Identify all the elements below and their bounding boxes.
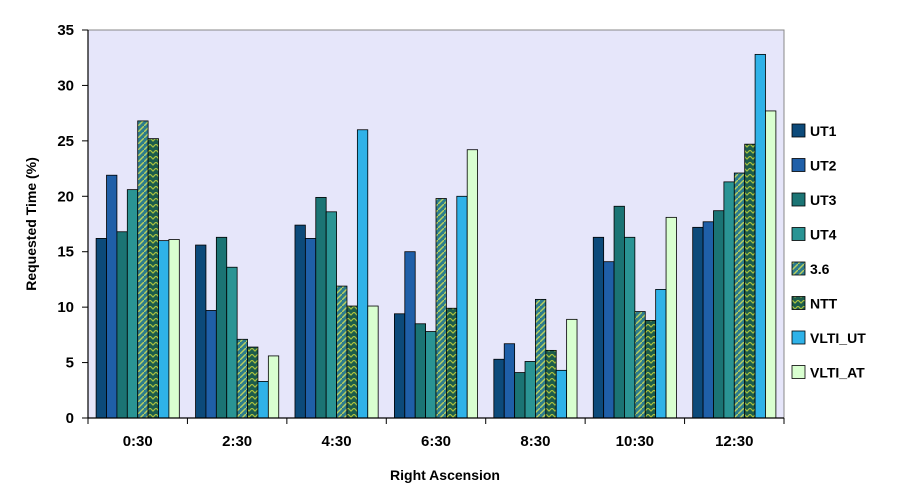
bar-ntt-5 (644, 320, 657, 419)
bar-ntt-3 (445, 307, 458, 419)
legend-label: UT4 (810, 227, 837, 243)
legend-label: 3.6 (810, 261, 830, 277)
bar-vlti-at-3 (466, 149, 479, 419)
legend-swatch (791, 192, 806, 207)
bar-ut3-4 (514, 372, 526, 419)
y-tick-label: 20 (57, 188, 74, 205)
bar-ut1-3 (393, 313, 406, 419)
legend-label: VLTI_UT (810, 330, 866, 346)
bar-ut2-5 (603, 261, 615, 419)
bar-ut2-3 (404, 251, 416, 419)
bar-ut4-0 (126, 189, 139, 419)
bar-vlti-ut-3 (456, 195, 468, 419)
bar-vlti-at-5 (665, 216, 677, 419)
bar-vlti-ut-1 (257, 381, 269, 419)
legend-swatch (791, 365, 806, 379)
bar-vlti-at-2 (367, 305, 379, 419)
bar-vlti-ut-5 (655, 289, 667, 419)
bar-3-6-2 (336, 285, 348, 419)
bar-ut3-5 (613, 205, 625, 419)
bar-ut1-2 (294, 224, 306, 419)
bar-series-group (95, 53, 777, 419)
x-tick-label: 10:30 (616, 433, 654, 450)
bar-ntt-4 (545, 349, 557, 419)
bar-ntt-1 (247, 346, 259, 419)
x-tick-label: 8:30 (520, 433, 550, 450)
legend-swatch (791, 261, 806, 276)
bar-ut4-5 (624, 236, 636, 419)
bar-ut3-0 (116, 231, 128, 419)
bar-vlti-at-1 (267, 355, 280, 419)
legend-swatch (791, 123, 806, 138)
bar-vlti-ut-6 (754, 53, 766, 419)
bar-ut2-4 (503, 343, 516, 419)
legend-label: UT1 (810, 123, 837, 139)
bar-3-6-5 (634, 311, 646, 419)
bar-ut2-0 (106, 174, 118, 419)
bar-3-6-6 (733, 172, 746, 419)
bar-vlti-ut-2 (356, 129, 369, 419)
x-axis: 0:30 2:30 4:30 6:30 8:30 10:30 12:30 (87, 417, 785, 450)
x-tick-label: 12:30 (715, 433, 753, 450)
x-tick-label: 4:30 (322, 433, 352, 450)
bar-ut2-6 (702, 221, 714, 419)
bar-ut2-2 (304, 238, 317, 419)
y-tick-label: 15 (57, 244, 74, 261)
bar-vlti-at-6 (765, 110, 777, 419)
x-tick-label: 6:30 (421, 433, 451, 450)
bar-3-6-4 (535, 298, 547, 419)
bar-vlti-ut-0 (158, 240, 170, 419)
legend-swatch (791, 330, 806, 345)
bar-ut4-1 (226, 266, 238, 419)
legend-swatch (791, 296, 806, 310)
bar-3-6-1 (236, 338, 248, 419)
x-tick-label: 2:30 (222, 433, 252, 450)
legend-swatch (791, 158, 806, 172)
legend-swatch (791, 227, 806, 241)
bar-ntt-6 (744, 143, 756, 419)
legend: UT1 UT2 UT3 UT4 3.6 NTT VLTI_UT VLTI_AT (791, 123, 866, 381)
bar-ut3-6 (713, 210, 725, 419)
y-tick-label: 30 (57, 77, 74, 94)
y-tick-label: 5 (66, 355, 74, 372)
bar-ut1-4 (493, 358, 505, 419)
bar-ntt-0 (147, 138, 159, 419)
bar-ut1-6 (692, 226, 704, 419)
bar-ut1-1 (195, 244, 207, 419)
bar-ut3-2 (315, 196, 327, 419)
bar-ut3-3 (414, 323, 427, 419)
y-tick-label: 10 (57, 299, 74, 316)
x-axis-title: Right Ascension (390, 467, 500, 483)
bar-vlti-at-0 (168, 239, 180, 419)
legend-label: UT3 (810, 192, 837, 208)
bar-vlti-ut-4 (555, 369, 568, 419)
bar-ut1-5 (592, 236, 605, 419)
bar-3-6-3 (435, 198, 447, 419)
bar-ut2-1 (205, 310, 217, 419)
x-tick-label: 0:30 (123, 433, 153, 450)
legend-label: VLTI_AT (810, 365, 865, 381)
y-axis-title: Requested Time (%) (23, 157, 39, 291)
legend-label: UT2 (810, 158, 837, 174)
y-tick-label: 35 (57, 22, 74, 39)
y-axis: 0 5 10 15 20 25 30 35 (57, 22, 89, 427)
bar-vlti-at-4 (566, 318, 578, 419)
bar-ut4-2 (325, 211, 337, 419)
y-tick-label: 25 (57, 133, 74, 150)
bar-ut4-6 (723, 181, 735, 419)
bar-ut4-3 (425, 331, 437, 419)
legend-label: NTT (810, 296, 838, 312)
bar-ut3-1 (215, 236, 228, 419)
bar-ut1-0 (95, 238, 107, 419)
bar-ntt-2 (346, 305, 358, 419)
bar-ut4-4 (524, 361, 536, 419)
bar-3-6-0 (137, 120, 149, 419)
y-tick-label: 0 (66, 410, 74, 427)
